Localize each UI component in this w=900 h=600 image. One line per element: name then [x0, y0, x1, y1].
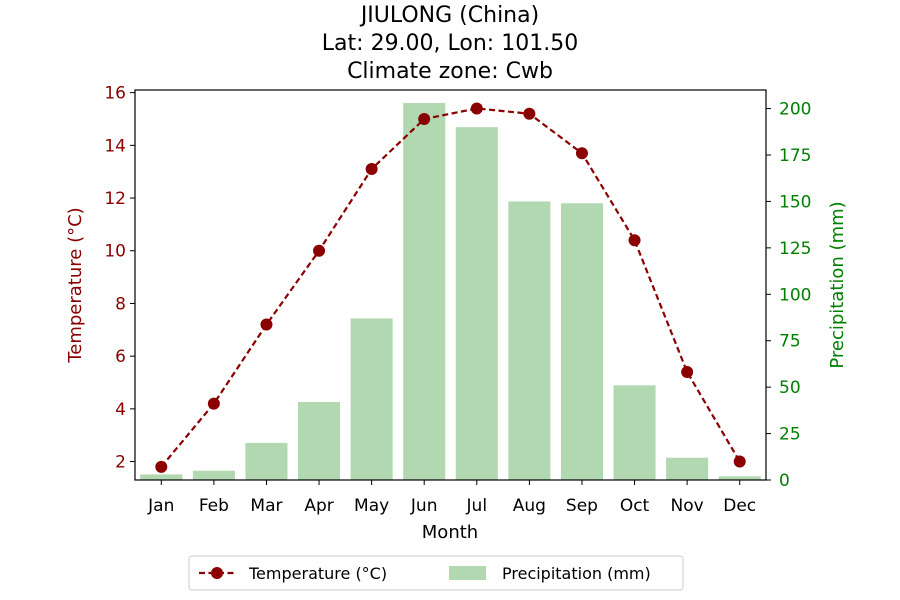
legend-precipitation-label: Precipitation (mm): [502, 564, 651, 583]
plot-frame: [134, 89, 767, 481]
precipitation-bar-nov: [666, 457, 709, 480]
legend-precipitation-swatch: [449, 566, 486, 580]
x-tick-label-sep: Sep: [566, 496, 598, 516]
y-right-tick-label-200: 200: [779, 100, 811, 120]
temperature-point-jan: [155, 460, 168, 473]
temperature-point-mar: [260, 318, 273, 331]
y-left-tick-label-6: 6: [115, 347, 126, 367]
y-left-tick-label-16: 16: [104, 84, 126, 104]
temperature-point-apr: [313, 244, 326, 257]
temperature-line: [160, 107, 741, 468]
y-right-tick-label-75: 75: [779, 332, 801, 352]
precipitation-bar-jun: [403, 103, 446, 480]
x-tick-label-jan: Jan: [147, 496, 174, 516]
chart-title-line-2: Lat: 29.00, Lon: 101.50: [322, 31, 578, 56]
y-left-tick-label-12: 12: [104, 189, 126, 209]
x-axis-label: Month: [422, 522, 478, 543]
precipitation-bar-aug: [508, 201, 551, 480]
y-axis-right-label: Precipitation (mm): [827, 201, 848, 368]
y-right-tick-label-175: 175: [779, 146, 811, 166]
y-right-tick-label-100: 100: [779, 285, 811, 305]
chart-axes: Jan Feb Mar Apr May Jun Jul Aug Sep Oct Nov Dec 2 4 6 8…: [104, 84, 811, 516]
precipitation-bar-feb: [192, 470, 235, 480]
legend: Temperature (°C) Precipitation (mm): [188, 555, 684, 591]
y-right-tick-label-0: 0: [779, 471, 790, 491]
precipitation-bar-may: [350, 318, 393, 480]
temperature-point-oct: [628, 234, 641, 247]
temperature-line-layer: [155, 102, 746, 473]
x-tick-label-feb: Feb: [199, 496, 229, 516]
precipitation-bar-oct: [613, 385, 656, 480]
precipitation-bar-apr: [298, 402, 341, 480]
y-right-tick-label-25: 25: [779, 425, 801, 445]
precipitation-bar-mar: [245, 442, 288, 480]
y-axis-left-label: Temperature (°C): [65, 207, 86, 363]
legend-temperature-marker: [211, 567, 223, 579]
temperature-point-feb: [207, 397, 220, 410]
temperature-point-may: [365, 163, 378, 176]
x-tick-label-jun: Jun: [410, 496, 438, 516]
temperature-point-sep: [575, 147, 588, 160]
y-left-tick-label-8: 8: [115, 294, 126, 314]
x-tick-label-oct: Oct: [620, 496, 650, 516]
x-tick-label-apr: Apr: [304, 496, 333, 516]
precipitation-bar-sep: [560, 203, 603, 481]
x-tick-label-dec: Dec: [723, 496, 756, 516]
legend-frame: [188, 555, 684, 591]
precipitation-bars: [140, 103, 761, 481]
precipitation-bar-dec: [718, 476, 761, 480]
x-tick-label-nov: Nov: [671, 496, 704, 516]
temperature-point-jun: [418, 112, 431, 125]
x-tick-label-mar: Mar: [250, 496, 282, 516]
temperature-point-dec: [733, 455, 746, 468]
y-left-tick-label-2: 2: [115, 453, 126, 473]
y-right-tick-label-150: 150: [779, 192, 811, 212]
legend-temperature-label: Temperature (°C): [248, 564, 387, 583]
y-left-tick-label-4: 4: [115, 400, 126, 420]
chart-title-line-3: Climate zone: Cwb: [347, 59, 553, 84]
temperature-point-aug: [523, 107, 536, 120]
chart-title-line-1: JIULONG (China): [359, 3, 539, 28]
x-tick-label-may: May: [354, 496, 389, 516]
precipitation-bar-jul: [455, 127, 498, 481]
temperature-point-jul: [470, 102, 483, 115]
temperature-point-nov: [681, 365, 694, 378]
y-right-tick-label-50: 50: [779, 378, 801, 398]
y-left-tick-label-14: 14: [104, 136, 126, 156]
y-left-tick-label-10: 10: [104, 242, 126, 262]
y-right-tick-label-125: 125: [779, 239, 811, 259]
x-tick-label-aug: Aug: [513, 496, 546, 516]
precipitation-bar-jan: [140, 474, 183, 480]
x-tick-label-jul: Jul: [466, 496, 488, 516]
